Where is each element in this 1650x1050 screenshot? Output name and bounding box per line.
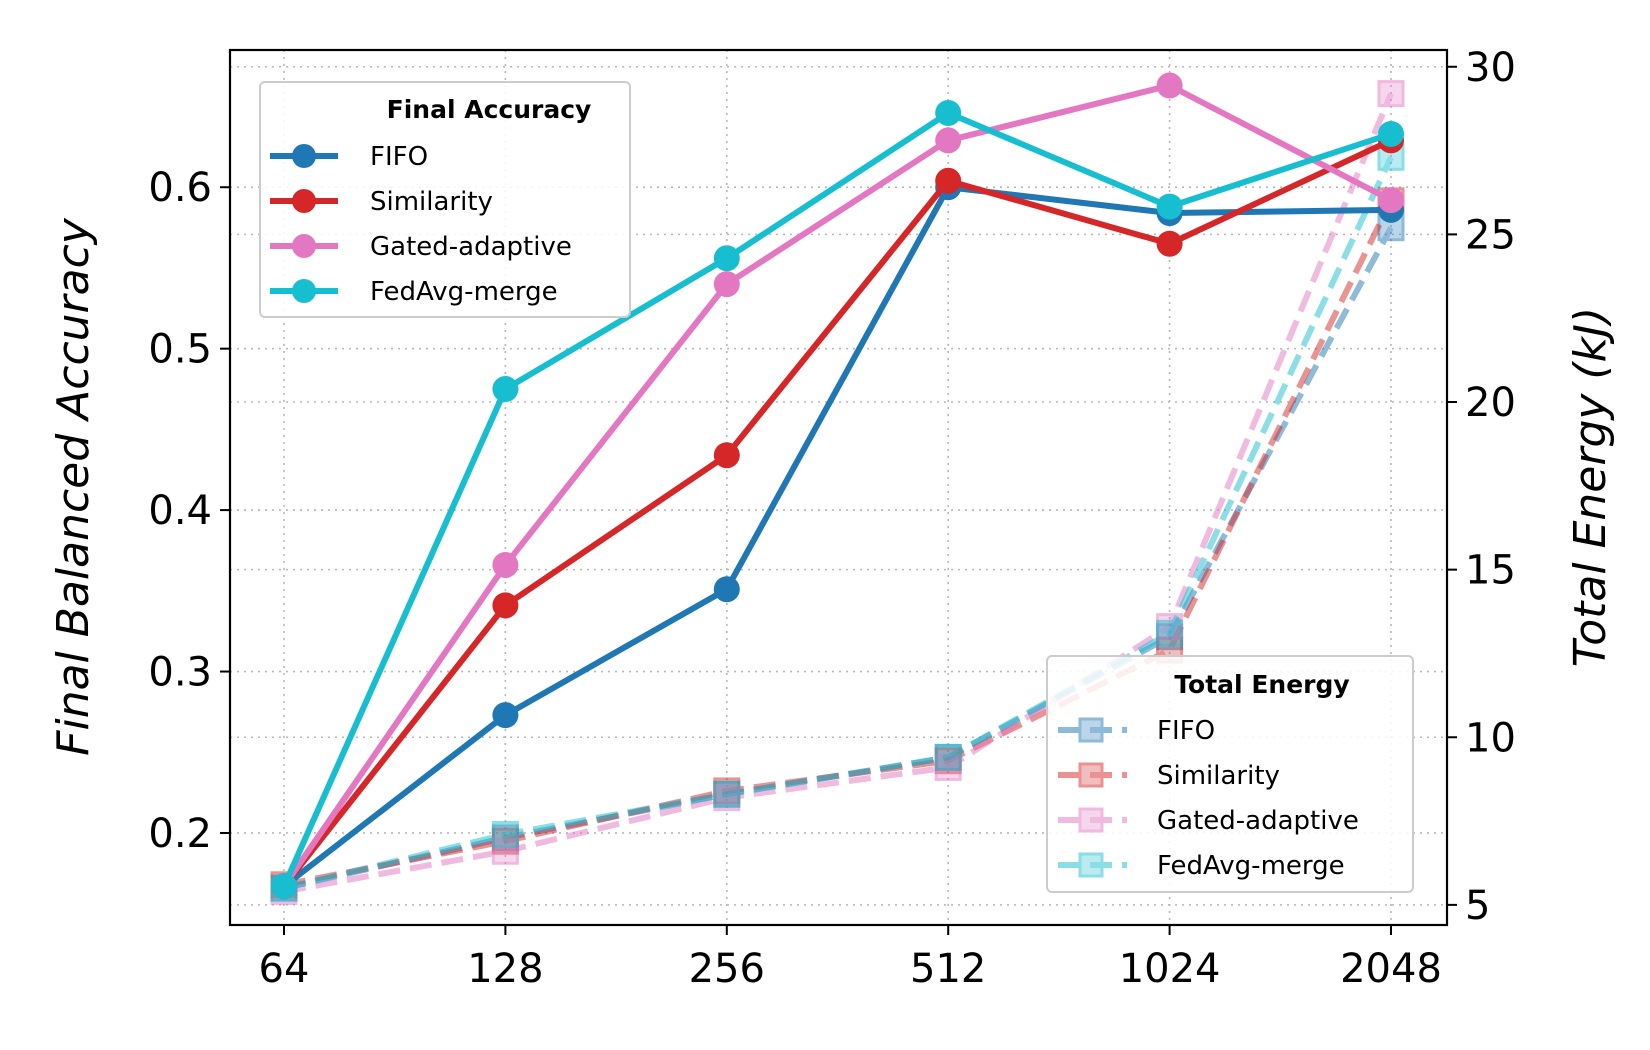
accuracy-legend-item: FedAvg-merge bbox=[270, 277, 558, 307]
legend-label: Gated-adaptive bbox=[1157, 806, 1359, 836]
left-tick-label: 0.6 bbox=[148, 165, 212, 211]
x-tick-label: 128 bbox=[467, 946, 543, 992]
energy-point bbox=[713, 780, 741, 808]
legend-marker bbox=[292, 144, 316, 168]
left-tick-label: 0.4 bbox=[148, 488, 212, 534]
accuracy-line bbox=[281, 82, 1393, 888]
left-tick-label: 0.2 bbox=[148, 811, 212, 857]
legend-label: Similarity bbox=[370, 187, 493, 217]
accuracy-line bbox=[282, 184, 1392, 889]
left-tick-label: 0.5 bbox=[148, 327, 212, 373]
axes-layer: 64 128 256 512 1024 2048 0.2 0.3 0.4 0.5 0.6 5 10 15 2… bbox=[148, 45, 1516, 992]
legend-marker bbox=[1078, 852, 1104, 878]
accuracy-legend-item: Similarity bbox=[270, 187, 493, 217]
left-tick-label: 0.3 bbox=[148, 650, 212, 696]
energy-legend: Total Energy FIFO Similarity Gated-adaptiv… bbox=[1046, 655, 1414, 893]
accuracy-series-layer bbox=[271, 72, 1404, 900]
accuracy-point bbox=[492, 551, 519, 578]
right-tick-label: 5 bbox=[1465, 883, 1490, 929]
accuracy-point bbox=[713, 576, 740, 603]
plot-frame bbox=[228, 48, 1449, 927]
accuracy-point bbox=[1156, 230, 1183, 257]
energy-line bbox=[283, 92, 1394, 895]
right-tick-label: 15 bbox=[1465, 548, 1516, 594]
accuracy-legend-item: Gated-adaptive bbox=[270, 232, 572, 262]
energy-point bbox=[934, 743, 962, 771]
accuracy-point bbox=[1378, 120, 1404, 147]
x-tick-label: 1024 bbox=[1119, 946, 1221, 992]
right-tick-label: 30 bbox=[1465, 45, 1516, 91]
accuracy-line bbox=[281, 109, 1392, 888]
accuracy-line bbox=[281, 137, 1393, 889]
energy-line bbox=[283, 156, 1394, 892]
energy-point bbox=[491, 837, 519, 865]
legend-marker bbox=[1078, 717, 1104, 743]
right-tick-label: 20 bbox=[1465, 380, 1516, 426]
energy-point bbox=[491, 820, 519, 848]
legend-label: FedAvg-merge bbox=[370, 277, 558, 307]
accuracy-point bbox=[1378, 187, 1404, 214]
accuracy-legend: Final Accuracy FIFO Similarity Gated-adapt… bbox=[259, 81, 631, 318]
x-tick-label: 64 bbox=[259, 946, 310, 992]
accuracy-legend-item: FIFO bbox=[270, 142, 428, 172]
legend-marker bbox=[1078, 807, 1104, 833]
energy-legend-item bbox=[1058, 807, 1127, 833]
energy-legend-frame bbox=[1046, 655, 1414, 893]
accuracy-point bbox=[492, 592, 519, 619]
accuracy-legend-frame bbox=[259, 81, 631, 318]
energy-legend-item bbox=[1058, 762, 1127, 788]
legend-label: FIFO bbox=[370, 142, 428, 172]
legend-label: Gated-adaptive bbox=[370, 232, 572, 262]
accuracy-point bbox=[492, 376, 519, 403]
accuracy-point bbox=[1156, 72, 1183, 99]
accuracy-point bbox=[935, 127, 962, 154]
energy-legend-item bbox=[1058, 717, 1127, 743]
left-axis-title: Final Balanced Accuracy bbox=[48, 217, 99, 756]
legend-label: FIFO bbox=[1157, 716, 1215, 746]
accuracy-point bbox=[1156, 193, 1183, 220]
legend-marker bbox=[292, 189, 316, 213]
energy-legend-title: Total Energy bbox=[1174, 670, 1349, 699]
x-tick-label: 256 bbox=[689, 946, 765, 992]
energy-series-layer bbox=[270, 80, 1405, 905]
accuracy-point bbox=[935, 99, 962, 126]
accuracy-point bbox=[713, 245, 740, 272]
right-tick-label: 10 bbox=[1465, 715, 1516, 761]
legend-marker bbox=[1078, 762, 1104, 788]
accuracy-legend-title: Final Accuracy bbox=[387, 95, 592, 124]
energy-legend-item bbox=[1058, 852, 1127, 878]
right-tick-label: 25 bbox=[1465, 212, 1516, 258]
accuracy-point bbox=[713, 271, 740, 298]
legend-marker bbox=[292, 234, 316, 258]
legend-label: Similarity bbox=[1157, 761, 1280, 791]
energy-point bbox=[1377, 80, 1405, 108]
legend-marker bbox=[292, 279, 316, 303]
accuracy-point bbox=[271, 873, 297, 900]
right-axis-title: Total Energy (kJ) bbox=[1565, 307, 1616, 667]
legend-label: FedAvg-merge bbox=[1157, 851, 1345, 881]
accuracy-point bbox=[492, 702, 519, 729]
accuracy-point bbox=[713, 442, 740, 469]
x-tick-label: 512 bbox=[910, 946, 986, 992]
x-tick-label: 2048 bbox=[1340, 946, 1442, 992]
accuracy-series-fedavg-merge bbox=[271, 99, 1404, 900]
energy-point bbox=[1156, 619, 1184, 647]
accuracy-point bbox=[935, 167, 962, 194]
